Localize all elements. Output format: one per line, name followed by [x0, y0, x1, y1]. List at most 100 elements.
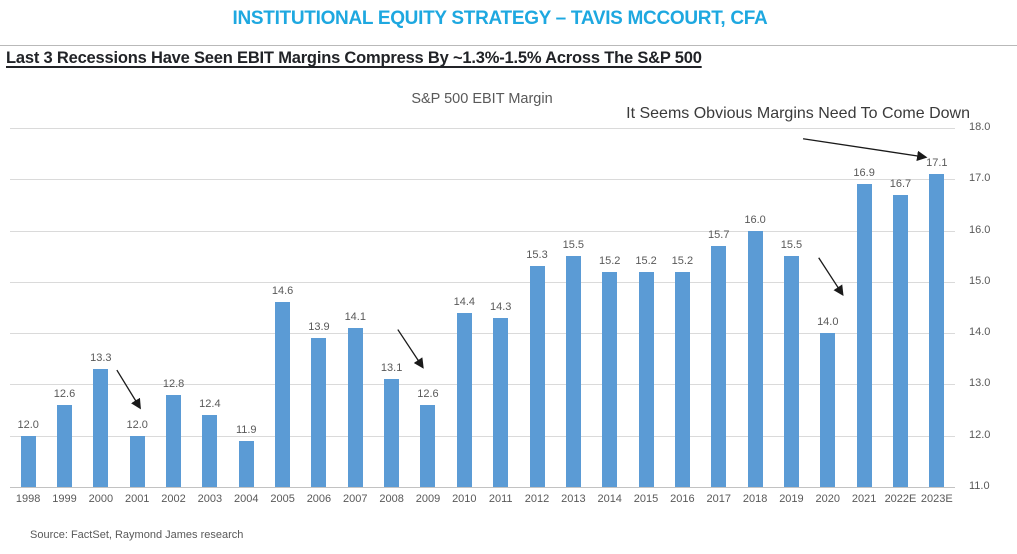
bar-2012: [529, 266, 545, 487]
x-tick-label: 1998: [15, 493, 41, 505]
chart-annotation: It Seems Obvious Margins Need To Come Do…: [626, 105, 970, 122]
y-tick-label: 11.0: [969, 480, 990, 492]
header-divider: [0, 45, 1017, 46]
bar-value-label: 15.2: [598, 254, 621, 267]
bar-2019: [783, 256, 799, 487]
x-tick-label: 2014: [597, 493, 622, 505]
bar-value-label: 12.6: [417, 387, 439, 400]
bar-value-label: 12.0: [17, 418, 39, 431]
x-tick-label: 2003: [197, 493, 223, 505]
bar-value-label: 15.5: [562, 239, 585, 252]
bar-value-label: 15.3: [526, 249, 548, 262]
report-header-title: INSTITUTIONAL EQUITY STRATEGY – TAVIS MC…: [232, 8, 768, 29]
bar-1998: [20, 435, 36, 487]
bar-2016: [674, 271, 690, 487]
bar-value-label: 14.6: [271, 285, 294, 298]
x-axis-line: [10, 487, 955, 488]
x-tick-label: 2019: [779, 493, 804, 505]
bar-2010: [456, 312, 472, 487]
x-tick-label: 2021: [851, 493, 877, 505]
y-tick-label: 13.0: [969, 377, 991, 390]
bar-value-label: 14.1: [344, 311, 366, 323]
bar-value-label: 16.0: [744, 213, 766, 226]
bar-value-label: 16.7: [889, 177, 912, 190]
bar-value-label: 12.6: [53, 387, 76, 400]
x-tick-label: 2017: [706, 493, 731, 505]
x-tick-label: 2000: [88, 493, 114, 505]
x-tick-label: 2010: [452, 493, 477, 505]
bar-value-label: 13.9: [308, 321, 330, 334]
bar-value-label: 17.1: [926, 157, 948, 170]
bar-value-label: 14.4: [453, 295, 476, 308]
bar-2022E: [892, 194, 908, 487]
x-tick-label: 2008: [379, 493, 404, 505]
bar-value-label: 15.2: [671, 254, 694, 267]
bar-2005: [275, 302, 291, 487]
bar-2004: [238, 440, 254, 487]
bar-value-label: 12.4: [199, 398, 221, 411]
bar-2000: [93, 369, 109, 487]
x-tick-label: 2022E: [884, 493, 917, 505]
gridline: [10, 384, 955, 386]
x-tick-label: 2001: [124, 493, 150, 505]
bar-2020: [820, 333, 836, 487]
x-tick-label: 2013: [561, 493, 586, 505]
bar-value-label: 13.1: [380, 362, 403, 375]
y-tick-label: 15.0: [969, 274, 991, 287]
x-tick-label: 1999: [52, 493, 77, 505]
bar-value-label: 12.8: [162, 377, 185, 390]
bar-2002: [166, 394, 182, 487]
gridline: [10, 128, 955, 129]
bar-2021: [856, 184, 872, 487]
bar-2014: [602, 271, 618, 487]
bar-2011: [493, 317, 509, 487]
y-tick-label: 17.0: [969, 172, 991, 185]
gridline: [10, 333, 955, 335]
x-tick-label: 2002: [161, 493, 186, 505]
bar-1999: [57, 404, 73, 487]
report-heading: Last 3 Recessions Have Seen EBIT Margins…: [6, 49, 702, 67]
source-note: Source: FactSet, Raymond James research: [30, 529, 244, 541]
bar-2023E: [929, 174, 945, 487]
bar-2009: [420, 404, 436, 487]
bar-2018: [747, 230, 763, 487]
x-tick-label: 2005: [270, 493, 295, 505]
bar-value-label: 16.9: [853, 167, 875, 180]
x-tick-label: 2016: [670, 493, 695, 505]
bar-value-label: 12.0: [126, 418, 148, 431]
chart-title: S&P 500 EBIT Margin: [411, 91, 553, 107]
bar-2001: [129, 435, 145, 487]
x-tick-label: 2020: [815, 493, 841, 505]
recession-2001-arrow: [116, 369, 141, 410]
bar-2007: [347, 328, 363, 487]
x-tick-label: 2011: [488, 493, 513, 505]
bar-2008: [384, 379, 400, 487]
bar-2017: [711, 245, 727, 487]
annotation-arrow: [802, 138, 928, 162]
bar-value-label: 15.7: [708, 228, 730, 241]
bar-2003: [202, 415, 218, 487]
x-tick-label: 2004: [234, 493, 259, 505]
gridline: [10, 435, 955, 437]
y-tick-label: 18.0: [969, 121, 991, 133]
x-tick-label: 2023E: [920, 493, 953, 505]
y-tick-label: 14.0: [969, 326, 991, 339]
bar-2006: [311, 338, 327, 487]
bar-2015: [638, 271, 654, 487]
gridline: [10, 281, 955, 283]
x-tick-label: 2012: [524, 493, 550, 505]
bar-value-label: 15.5: [780, 239, 803, 252]
bar-value-label: 14.3: [489, 300, 512, 313]
y-tick-label: 12.0: [969, 428, 991, 441]
bar-value-label: 11.9: [235, 423, 257, 436]
gridline: [10, 230, 955, 232]
y-tick-label: 16.0: [969, 223, 991, 236]
recession-2020-arrow: [818, 257, 844, 296]
x-tick-label: 2015: [633, 493, 659, 505]
x-tick-label: 2006: [306, 493, 332, 505]
gridline: [10, 179, 955, 181]
bar-2013: [565, 256, 581, 487]
bar-value-label: 14.0: [817, 316, 839, 329]
x-tick-label: 2007: [343, 493, 368, 505]
